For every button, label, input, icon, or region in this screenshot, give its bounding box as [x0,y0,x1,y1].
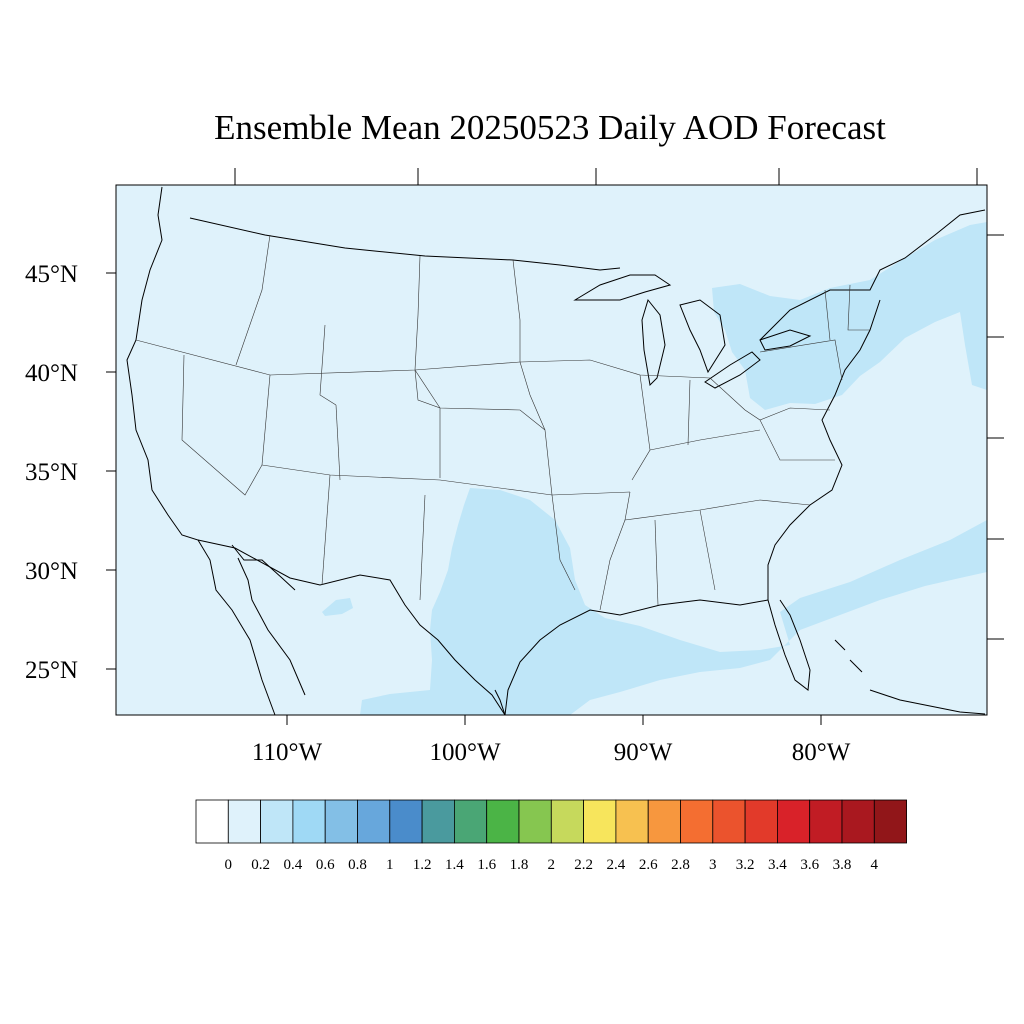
colorbar-swatch [453,799,488,844]
lon-label: 80°W [792,739,851,766]
state-borders [135,234,870,611]
colorbar-label: 1.4 [445,857,464,873]
canada-border [189,217,621,271]
colorbar-swatch [195,799,229,844]
map-panel: 45°N 40°N 35°N 30°N 25°N 110°W 100°W 90°… [25,168,1004,766]
colorbar-label: 0.6 [316,857,335,873]
colorbar-swatch [292,799,326,844]
colorbar-swatch [777,799,811,844]
colorbar-swatch [583,799,617,844]
colorbar-label: 3 [709,857,717,873]
longitude-labels: 110°W 100°W 90°W 80°W [252,739,851,766]
aod-region-northeast [712,222,987,410]
colorbar-label: 0.4 [284,857,303,873]
colorbar-swatch [324,799,358,844]
lat-label: 35°N [25,459,78,486]
colorbar-label: 2.6 [639,857,658,873]
us-mexico-border [197,539,506,716]
colorbar-swatch [647,799,681,844]
colorbar-label: 2.2 [574,857,593,873]
mexico-gulf-coast [494,689,506,716]
lon-label: 110°W [252,739,323,766]
colorbar-label: 0.2 [251,857,270,873]
colorbar-swatch [744,799,778,844]
lake-superior [573,274,672,301]
colorbar-swatch [680,799,714,844]
west-coastline [126,186,276,716]
mexico-mainland-coast [231,544,296,591]
colorbar-label: 0.8 [348,857,367,873]
bahamas [834,639,986,715]
lat-label: 45°N [25,261,78,288]
lon-label: 100°W [429,739,500,766]
gulf-coastline [504,599,769,716]
colorbar-label: 2.4 [607,857,626,873]
lat-label: 40°N [25,360,78,387]
colorbar-label: 0 [225,857,233,873]
lat-label: 25°N [25,657,78,684]
colorbar-swatch [615,799,649,844]
aod-region-south-central [360,488,987,715]
colorbar-label: 2 [548,857,556,873]
map-title: Ensemble Mean 20250523 Daily AOD Forecas… [214,108,886,147]
colorbar-swatch [809,799,843,844]
lake-michigan [641,298,666,387]
colorbar-label: 1.8 [510,857,529,873]
colorbar-label: 1.6 [477,857,496,873]
baja-gulf-coast [237,557,306,696]
colorbar-swatch [518,799,552,844]
colorbar-label: 3.6 [800,857,819,873]
map-ticks [106,168,1004,725]
map-borders [126,186,986,716]
colorbar-swatch [389,799,423,844]
latitude-labels: 45°N 40°N 35°N 30°N 25°N [25,261,78,684]
colorbar-swatch [486,799,520,844]
colorbar-labels: 0 0.2 0.4 0.6 0.8 1 1.2 1.4 1.6 1.8 2 2.2 2.4 2.6 2.8 3… [225,857,879,873]
colorbar-label: 3.4 [768,857,787,873]
colorbar-swatch [227,799,262,844]
lon-label: 90°W [614,739,673,766]
colorbar-swatch [712,799,746,844]
colorbar-swatch [873,799,907,844]
colorbar-swatch [421,799,455,844]
colorbar [195,799,907,844]
aod-enhanced-regions [322,222,987,715]
lake-ontario [759,329,812,351]
colorbar-swatch [260,799,294,844]
east-coastline [767,299,881,691]
aod-region-patch-mexico [322,598,353,616]
east-canada-border [759,209,986,341]
lake-huron [679,299,726,374]
colorbar-swatch [841,799,875,844]
colorbar-label: 4 [871,857,879,873]
colorbar-label: 2.8 [671,857,690,873]
colorbar-label: 1 [386,857,394,873]
colorbar-label: 1.2 [413,857,432,873]
lat-label: 30°N [25,558,78,585]
map-frame [115,184,988,716]
colorbar-label: 3.2 [736,857,755,873]
colorbar-swatch [550,799,584,844]
colorbar-swatch [357,799,391,844]
colorbar-label: 3.8 [833,857,852,873]
lake-erie [704,351,761,389]
